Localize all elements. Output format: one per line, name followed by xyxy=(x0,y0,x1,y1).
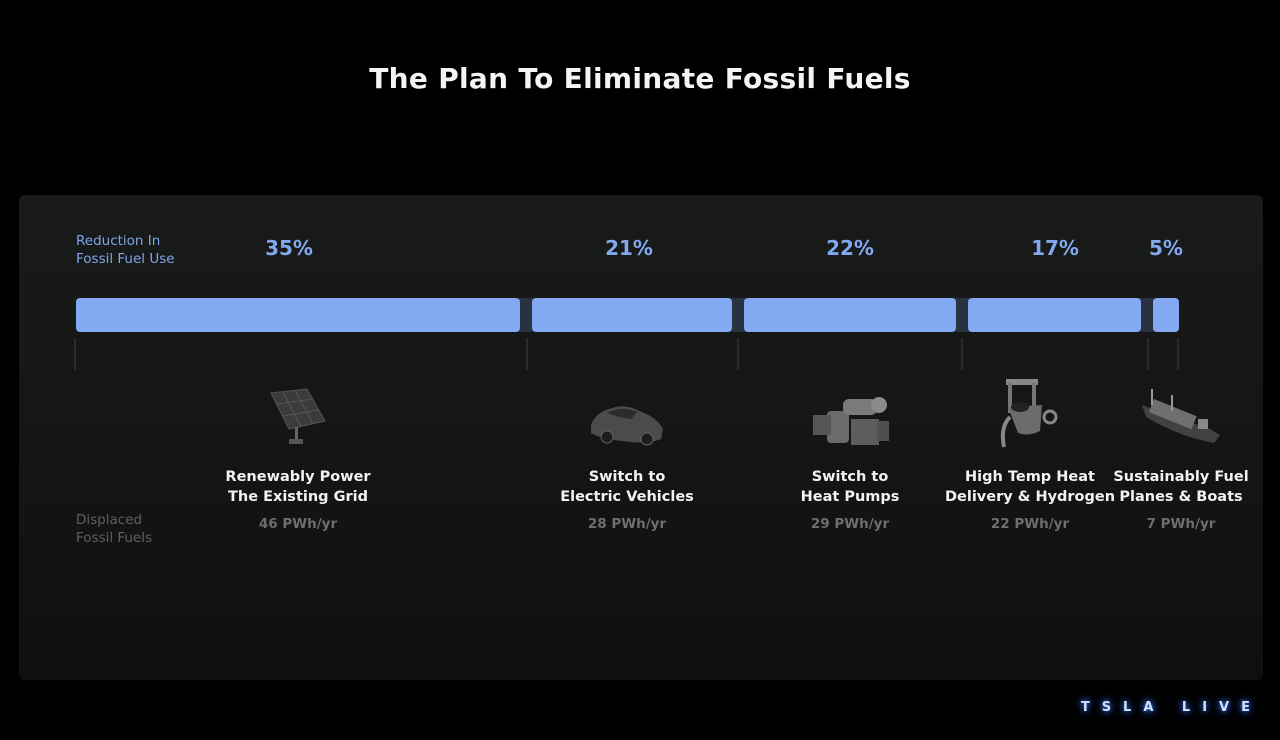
segment-item-heat-pumps: Switch to Heat Pumps 29 PWh/yr xyxy=(765,385,935,532)
percent-label: 5% xyxy=(1149,236,1183,260)
bar-segment-grid xyxy=(76,298,520,332)
percent-label: 22% xyxy=(826,236,874,260)
segment-value: 28 PWh/yr xyxy=(587,516,667,532)
displaced-label-line2: Fossil Fuels xyxy=(76,530,153,546)
displaced-label-line1: Displaced xyxy=(76,512,143,528)
segment-name-line1: Switch to xyxy=(811,469,889,485)
segment-value: 29 PWh/yr xyxy=(810,516,890,532)
segment-item-ev: Switch to Electric Vehicles 28 PWh/yr xyxy=(542,385,712,532)
bar-separator xyxy=(730,298,746,332)
page-title: The Plan To Eliminate Fossil Fuels xyxy=(369,62,911,95)
bar-separator xyxy=(1139,298,1155,332)
industrial-ladle-icon xyxy=(945,379,1115,449)
percent-label: 21% xyxy=(605,236,653,260)
heat-pump-icon xyxy=(765,385,935,449)
percent-label: 17% xyxy=(1031,236,1079,260)
solar-panel-icon xyxy=(213,385,383,449)
reduction-label-line1: Reduction In xyxy=(76,233,161,249)
segment-value: 7 PWh/yr xyxy=(1146,516,1216,532)
segment-item-high-temp: High Temp Heat Delivery & Hydrogen 22 PW… xyxy=(945,379,1116,532)
segment-value: 22 PWh/yr xyxy=(990,516,1070,532)
bar-separator xyxy=(954,298,970,332)
tsla-live-logo: TSLA LIVE xyxy=(1080,700,1262,715)
segment-item-grid: Renewably Power The Existing Grid 46 PWh… xyxy=(213,385,383,532)
segment-name-line2: Heat Pumps xyxy=(800,489,900,505)
segment-name-line2: Planes & Boats xyxy=(1119,489,1243,505)
displaced-row-label: Displaced Fossil Fuels xyxy=(76,511,152,547)
segment-value: 46 PWh/yr xyxy=(258,516,338,532)
bar-separator xyxy=(518,298,534,332)
tick-mark xyxy=(1177,338,1179,370)
bar-segment-planes-boats xyxy=(1153,298,1179,332)
reduction-row-label: Reduction In Fossil Fuel Use xyxy=(76,232,175,268)
tick-mark xyxy=(526,338,528,370)
tick-mark xyxy=(961,338,963,370)
cargo-ship-icon xyxy=(1096,385,1266,449)
percent-label: 35% xyxy=(265,236,313,260)
tick-mark xyxy=(74,338,76,370)
tick-mark xyxy=(737,338,739,370)
electric-car-icon xyxy=(542,385,712,449)
segment-name-line1: High Temp Heat xyxy=(965,469,1095,485)
bar-segment-heat-pumps xyxy=(744,298,956,332)
segment-name-line2: The Existing Grid xyxy=(227,489,368,505)
segment-name-line2: Delivery & Hydrogen xyxy=(945,489,1116,505)
tick-mark xyxy=(1147,338,1149,370)
segment-name-line1: Switch to xyxy=(588,469,666,485)
segment-name-line2: Electric Vehicles xyxy=(560,489,694,505)
bar-segment-high-temp xyxy=(968,298,1141,332)
segment-name-line1: Renewably Power xyxy=(225,469,371,485)
bar-segment-ev xyxy=(532,298,732,332)
segment-name-line1: Sustainably Fuel xyxy=(1113,469,1249,485)
segment-item-planes-boats: Sustainably Fuel Planes & Boats 7 PWh/yr xyxy=(1096,385,1266,532)
reduction-label-line2: Fossil Fuel Use xyxy=(76,251,175,267)
